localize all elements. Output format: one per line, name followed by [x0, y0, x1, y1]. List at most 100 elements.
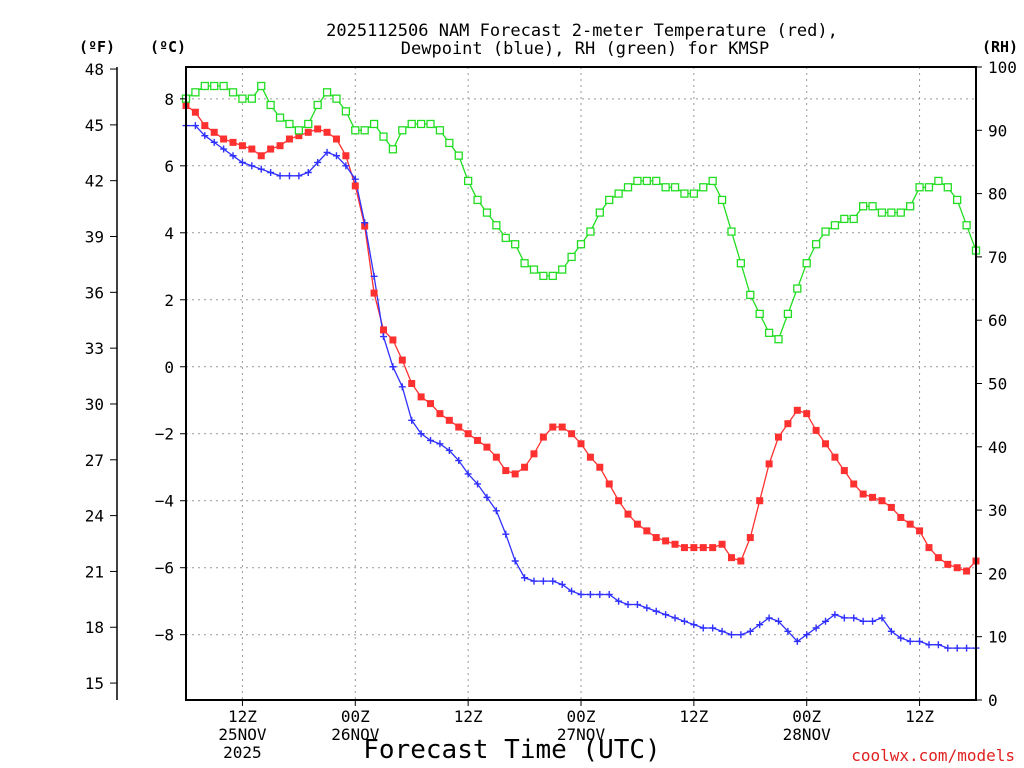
- dewpoint-point: [831, 611, 839, 619]
- temperature-point: [605, 480, 613, 488]
- rh-point: [708, 176, 717, 186]
- dewpoint-point: [953, 644, 961, 652]
- dewpoint-point: [351, 175, 359, 183]
- celsius-tick-label: −6: [155, 559, 174, 578]
- temperature-point: [332, 135, 340, 143]
- rh-point: [783, 309, 793, 319]
- celsius-tick-label: 2: [164, 291, 174, 310]
- rh-point: [313, 100, 322, 110]
- dewpoint-point: [916, 637, 924, 645]
- temperature-point: [351, 182, 359, 190]
- dewpoint-point: [793, 637, 801, 645]
- rh-point: [567, 252, 576, 262]
- plot-frame: [185, 66, 977, 701]
- rh-point: [764, 328, 774, 338]
- rh-point: [652, 176, 661, 186]
- rh-point: [755, 309, 764, 319]
- temperature-point: [276, 142, 284, 150]
- dewpoint-point: [370, 272, 378, 280]
- fahrenheit-tick-label: 27: [85, 451, 104, 470]
- rh-point: [802, 259, 811, 268]
- temperature-point: [342, 152, 350, 160]
- dewpoint-point: [408, 416, 416, 424]
- x-tick-label: 27NOV: [557, 725, 606, 744]
- rh-point: [341, 107, 351, 116]
- series-markers: [181, 81, 981, 652]
- temperature-point: [897, 513, 905, 521]
- dewpoint-point: [680, 617, 688, 625]
- temperature-point: [408, 380, 416, 387]
- temperature-point: [492, 453, 500, 461]
- rh-point: [511, 240, 520, 249]
- dewpoint-point: [332, 152, 340, 160]
- temperature-point: [191, 108, 199, 116]
- dewpoint-point: [887, 627, 895, 635]
- gridlines: [186, 67, 976, 700]
- dewpoint-point: [812, 624, 820, 632]
- temperature-point: [596, 463, 604, 471]
- dewpoint-point: [803, 631, 811, 639]
- temperature-point: [643, 527, 651, 535]
- dewpoint-point: [436, 440, 444, 448]
- dewpoint-point: [850, 614, 858, 622]
- dewpoint-point: [624, 601, 632, 609]
- dewpoint-point: [238, 158, 246, 166]
- rh-point: [558, 265, 567, 274]
- rh-point: [285, 119, 294, 129]
- rh-point: [257, 81, 266, 91]
- rh-point: [746, 290, 755, 300]
- rh-unit-label: (RH): [982, 38, 1018, 56]
- rh-point: [454, 151, 463, 160]
- dewpoint-point: [210, 138, 218, 146]
- x-tick-label: 00Z: [341, 707, 370, 726]
- temperature-point: [709, 544, 717, 552]
- dewpoint-point: [746, 627, 754, 635]
- temperature-point: [238, 142, 246, 150]
- fahrenheit-tick-label: 15: [85, 674, 104, 693]
- dewpoint-point: [285, 172, 293, 180]
- rh-point: [294, 126, 304, 135]
- rh-point: [548, 271, 557, 281]
- rh-point: [266, 100, 275, 110]
- fahrenheit-tick-label: 30: [85, 395, 104, 414]
- dewpoint-point: [191, 122, 199, 130]
- rh-point: [680, 189, 689, 198]
- rh-tick-label: 50: [988, 375, 1007, 394]
- dewpoint-point: [295, 172, 303, 180]
- rh-point: [200, 81, 209, 91]
- temperature-point: [502, 467, 510, 475]
- temperature-point: [652, 534, 660, 542]
- rh-point: [858, 202, 868, 211]
- dewpoint-point: [361, 219, 369, 227]
- dewpoint-point: [671, 614, 679, 622]
- dewpoint-point: [257, 165, 265, 173]
- dewpoint-point: [662, 611, 670, 619]
- rh-point: [962, 221, 971, 230]
- temperature-point: [370, 289, 378, 297]
- dewpoint-point: [596, 591, 604, 598]
- rh-tick-label: 70: [988, 248, 1007, 267]
- rh-point: [633, 176, 642, 186]
- rh-point: [727, 227, 736, 236]
- temperature-point: [436, 410, 444, 418]
- dewpoint-point: [201, 132, 209, 140]
- rh-point: [228, 88, 238, 97]
- temperature-point: [530, 450, 538, 458]
- fahrenheit-tick-label: 45: [85, 116, 104, 135]
- temperature-point: [295, 132, 303, 140]
- temperature-point: [257, 152, 265, 160]
- temperature-point: [906, 520, 914, 528]
- temperature-point: [784, 420, 792, 428]
- celsius-tick-label: 0: [164, 358, 174, 377]
- x-tick-label: 12Z: [454, 707, 483, 726]
- rh-point: [605, 195, 614, 205]
- dewpoint-point: [323, 148, 331, 156]
- temperature-point: [831, 453, 839, 461]
- temperature-point: [539, 433, 547, 441]
- x-tick-label: 12Z: [679, 707, 708, 726]
- dewpoint-point: [699, 624, 707, 632]
- dewpoint-point: [840, 614, 848, 622]
- rh-point: [445, 138, 454, 148]
- dewpoint-point: [568, 587, 576, 595]
- rh-point: [717, 195, 727, 205]
